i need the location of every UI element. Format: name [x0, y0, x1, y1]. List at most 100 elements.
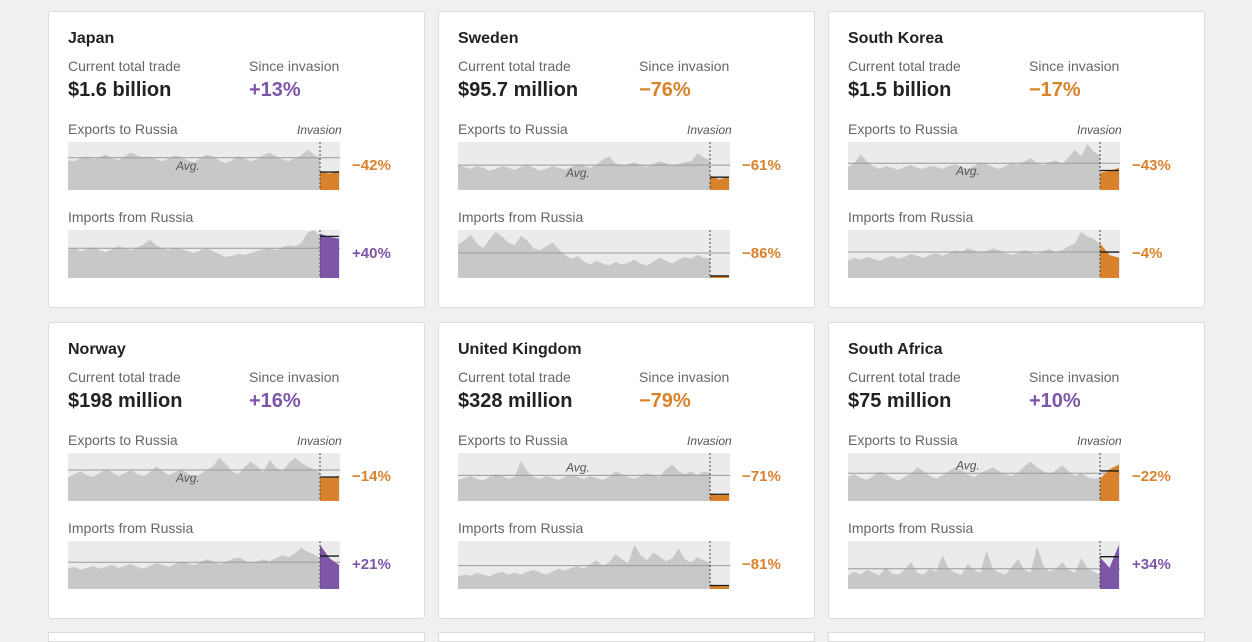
country-name: South Korea — [848, 30, 944, 47]
history-area — [848, 143, 1100, 190]
history-area — [458, 544, 710, 589]
imports-label: Imports from Russia — [68, 209, 194, 225]
imports-label: Imports from Russia — [458, 520, 584, 536]
country-card-south-korea: South Korea Current total trade Since in… — [828, 11, 1205, 308]
imports-sparkline — [848, 541, 1120, 589]
history-area — [848, 231, 1100, 278]
exports-change: −71% — [742, 468, 781, 485]
since-invasion-value: −79% — [639, 390, 691, 412]
current-total-trade-value: $1.6 billion — [68, 79, 172, 101]
history-area — [68, 547, 320, 589]
exports-sparkline: Avg. — [68, 142, 340, 190]
current-total-trade-value: $95.7 million — [458, 79, 579, 101]
since-invasion-value: +10% — [1029, 390, 1081, 412]
since-invasion-label: Since invasion — [249, 369, 340, 385]
country-card-united-kingdom: United Kingdom Current total trade Since… — [438, 322, 815, 619]
imports-sparkline — [848, 230, 1120, 278]
imports-change: −81% — [742, 556, 781, 573]
exports-label: Exports to Russia — [458, 432, 568, 448]
since-invasion-label: Since invasion — [639, 369, 730, 385]
invasion-label: Invasion — [687, 434, 732, 448]
since-invasion-label: Since invasion — [1029, 369, 1120, 385]
exports-change: −14% — [352, 468, 391, 485]
next-row-card-partial — [828, 632, 1205, 642]
country-name: United Kingdom — [458, 341, 582, 358]
history-area — [848, 545, 1100, 589]
imports-sparkline — [458, 541, 730, 589]
current-total-trade-value: $1.5 billion — [848, 79, 952, 101]
imports-sparkline — [68, 230, 340, 278]
exports-change: −42% — [352, 157, 391, 174]
since-invasion-label: Since invasion — [249, 58, 340, 74]
imports-change: −4% — [1132, 245, 1163, 262]
country-name: Sweden — [458, 30, 519, 47]
current-total-trade-label: Current total trade — [458, 58, 571, 74]
history-area — [68, 149, 320, 190]
country-card-south-africa: South Africa Current total trade Since i… — [828, 322, 1205, 619]
avg-label: Avg. — [175, 471, 200, 485]
post-invasion-area — [1100, 167, 1119, 190]
current-total-trade-value: $75 million — [848, 390, 952, 412]
imports-change: −86% — [742, 245, 781, 262]
since-invasion-value: −17% — [1029, 79, 1081, 101]
country-card-japan: Japan Current total trade Since invasion… — [48, 11, 425, 308]
history-area — [68, 457, 320, 501]
exports-change: −43% — [1132, 157, 1171, 174]
avg-label: Avg. — [565, 166, 590, 180]
next-row-card-partial — [438, 632, 815, 642]
history-area — [458, 231, 710, 278]
since-invasion-label: Since invasion — [1029, 58, 1120, 74]
imports-change: +34% — [1132, 556, 1171, 573]
avg-label: Avg. — [175, 159, 200, 173]
invasion-label: Invasion — [1077, 123, 1122, 137]
current-total-trade-label: Current total trade — [68, 369, 181, 385]
history-area — [848, 461, 1100, 501]
exports-sparkline: Avg. — [848, 453, 1120, 501]
imports-label: Imports from Russia — [68, 520, 194, 536]
invasion-label: Invasion — [297, 123, 342, 137]
imports-sparkline — [68, 541, 340, 589]
post-invasion-area — [1100, 544, 1119, 589]
since-invasion-value: −76% — [639, 79, 691, 101]
avg-label: Avg. — [955, 458, 980, 472]
history-area — [458, 153, 710, 190]
current-total-trade-label: Current total trade — [458, 369, 571, 385]
exports-label: Exports to Russia — [458, 121, 568, 137]
country-name: South Africa — [848, 341, 943, 358]
exports-label: Exports to Russia — [848, 121, 958, 137]
exports-change: −61% — [742, 157, 781, 174]
post-invasion-area — [710, 493, 729, 501]
invasion-label: Invasion — [687, 123, 732, 137]
post-invasion-area — [320, 170, 339, 190]
country-card-sweden: Sweden Current total trade Since invasio… — [438, 11, 815, 308]
history-area — [68, 230, 320, 278]
avg-label: Avg. — [955, 164, 980, 178]
imports-label: Imports from Russia — [848, 520, 974, 536]
post-invasion-area — [710, 175, 729, 190]
country-name: Norway — [68, 341, 126, 358]
imports-label: Imports from Russia — [458, 209, 584, 225]
avg-label: Avg. — [565, 460, 590, 474]
exports-sparkline: Avg. — [848, 142, 1120, 190]
current-total-trade-value: $328 million — [458, 390, 573, 412]
exports-sparkline: Avg. — [458, 142, 730, 190]
exports-sparkline: Avg. — [68, 453, 340, 501]
exports-change: −22% — [1132, 468, 1171, 485]
invasion-label: Invasion — [297, 434, 342, 448]
imports-change: +40% — [352, 245, 391, 262]
current-total-trade-value: $198 million — [68, 390, 183, 412]
country-card-norway: Norway Current total trade Since invasio… — [48, 322, 425, 619]
exports-label: Exports to Russia — [848, 432, 958, 448]
since-invasion-label: Since invasion — [639, 58, 730, 74]
next-row-card-partial — [48, 632, 425, 642]
since-invasion-value: +16% — [249, 390, 301, 412]
current-total-trade-label: Current total trade — [848, 58, 961, 74]
current-total-trade-label: Current total trade — [68, 58, 181, 74]
history-area — [458, 460, 710, 501]
invasion-label: Invasion — [1077, 434, 1122, 448]
country-name: Japan — [68, 30, 115, 47]
post-invasion-area — [1100, 464, 1119, 501]
current-total-trade-label: Current total trade — [848, 369, 961, 385]
exports-label: Exports to Russia — [68, 432, 178, 448]
exports-label: Exports to Russia — [68, 121, 178, 137]
